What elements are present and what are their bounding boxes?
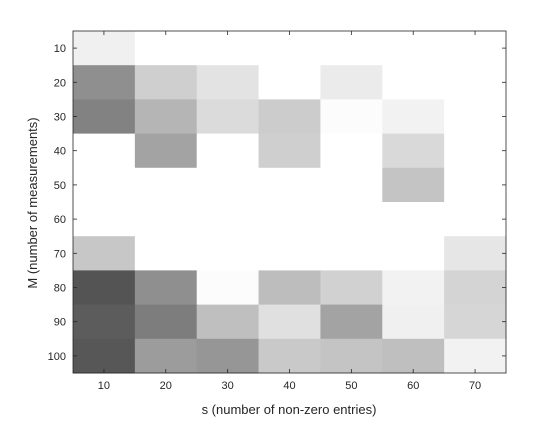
x-tick-label: 40 [283,380,295,392]
y-axis-label: M (number of measurements) [25,117,40,288]
y-tick-label: 100 [48,351,66,363]
y-tick-label: 90 [54,317,66,329]
heatmap-cell [73,304,136,340]
heatmap-cell [134,167,198,203]
heatmap-cell [444,31,507,66]
heatmap-cell [73,167,136,203]
heatmap-cell [73,31,136,66]
heatmap-cell [73,236,136,271]
heatmap-cell [320,202,383,237]
heatmap-cell [258,31,321,66]
heatmap-cell [258,236,321,271]
heatmap-cell [382,202,445,237]
heatmap-cell [134,304,198,340]
heatmap-cell [382,338,445,374]
heatmap-cell [382,236,445,271]
heatmap-cell [73,270,136,306]
heatmap-cell [134,31,198,66]
heatmap-cell [258,270,321,306]
heatmap-cell [258,65,321,100]
heatmap-cell [320,65,383,100]
heatmap-cell [196,270,260,306]
heatmap-cell [382,270,445,306]
heatmap-cell [196,65,260,100]
heatmap-cell [196,338,260,374]
heatmap-cell [382,133,445,169]
heatmap-cells [73,31,507,374]
heatmap-cell [320,236,383,271]
heatmap-cell [382,65,445,100]
heatmap-cell [444,99,507,135]
x-axis-label: s (number of non-zero entries) [202,402,377,417]
heatmap-cell [134,99,198,135]
heatmap-cell [320,167,383,203]
heatmap-cell [134,202,198,237]
heatmap-cell [258,99,321,135]
heatmap-cell [73,133,136,169]
heatmap-cell [382,167,445,203]
heatmap-cell [444,338,507,374]
heatmap-cell [444,167,507,203]
heatmap-cell [382,99,445,135]
heatmap-cell [444,202,507,237]
x-tick-label: 20 [160,380,172,392]
heatmap-cell [134,270,198,306]
heatmap-cell [320,270,383,306]
x-tick-label: 50 [345,380,357,392]
heatmap-cell [73,338,136,374]
y-tick-label: 70 [54,248,66,260]
heatmap-cell [382,31,445,66]
heatmap-cell [196,99,260,135]
x-tick-labels: 10 20 30 40 50 60 70 [98,380,481,392]
heatmap-cell [196,236,260,271]
heatmap-cell [444,270,507,306]
y-tick-label: 50 [54,180,66,192]
axes [72,30,507,374]
y-tick-label: 10 [54,43,66,55]
heatmap-cell [382,304,445,340]
heatmap-cell [258,202,321,237]
heatmap-cell [196,304,260,340]
heatmap-cell [258,304,321,340]
heatmap-cell [320,304,383,340]
heatmap-cell [444,304,507,340]
heatmap-cell [196,167,260,203]
heatmap-cell [73,65,136,100]
heatmap-cell [258,167,321,203]
heatmap-cell [134,338,198,374]
heatmap-cell [73,202,136,237]
heatmap-cell [444,133,507,169]
y-tick-label: 20 [54,77,66,89]
x-tick-label: 30 [222,380,234,392]
x-tick-label: 10 [98,380,110,392]
heatmap-cell [320,338,383,374]
heatmap-cell [444,65,507,100]
x-tick-label: 60 [407,380,419,392]
heatmap-cell [196,31,260,66]
x-tick-label: 70 [469,380,481,392]
heatmap-cell [196,133,260,169]
heatmap-cell [134,65,198,100]
heatmap-cell [320,133,383,169]
y-tick-label: 30 [54,112,66,124]
y-tick-label: 80 [54,283,66,295]
heatmap-cell [196,202,260,237]
heatmap-cell [320,99,383,135]
heatmap-cell [73,99,136,135]
heatmap-cell [444,236,507,271]
heatmap-cell [320,31,383,66]
y-tick-labels: 10 20 30 40 50 60 70 80 90 100 [48,43,66,363]
heatmap-cell [258,338,321,374]
heatmap-cell [134,236,198,271]
y-tick-label: 40 [54,146,66,158]
heatmap-cell [134,133,198,169]
y-tick-label: 60 [54,214,66,226]
heatmap-cell [258,133,321,169]
